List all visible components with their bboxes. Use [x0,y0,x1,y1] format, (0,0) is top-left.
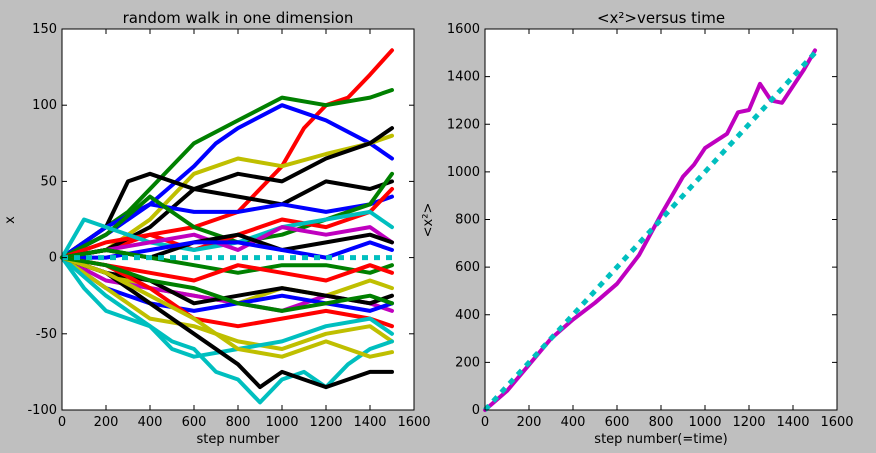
left-xtick-label-1: 200 [94,415,119,430]
right-ytick-label-1: 200 [455,355,480,370]
right-ytick-label-4: 800 [455,213,480,228]
left-plot-ticks-group: 0 200 400 600 800 1000 1200 1400 1600 -100 -50 0 50 1… [27,22,430,430]
left-xtick-label-3: 600 [182,415,207,430]
right-xtick-label-8: 1600 [820,415,853,430]
left-ytick-label-2: 0 [49,251,57,266]
right-plot-ylabel: <x²> [421,203,436,238]
left-xtick-label-5: 1000 [265,415,298,430]
left-ytick-label-3: 50 [40,174,57,189]
right-plot-title: <x²>versus time [597,9,725,27]
left-series-line-2 [60,103,394,260]
left-series-line-5 [60,171,394,260]
left-series-line-9 [60,209,394,260]
left-series-line-12 [60,240,394,260]
right-xtick-label-2: 400 [561,415,586,430]
left-series-line-23 [60,255,394,390]
right-plot-series-group [483,48,817,412]
left-series-line-21 [60,255,394,405]
left-xtick-label-4: 800 [226,415,251,430]
right-xtick-label-6: 1200 [732,415,765,430]
left-ytick-label-4: 100 [32,98,57,113]
left-series-line-25 [60,255,394,313]
left-ytick-label-0: -100 [27,403,57,418]
right-series-line-0 [483,48,817,412]
right-series-line-1 [483,51,817,412]
right-plot-xlabel: step number(=time) [594,432,727,447]
right-ytick-label-0: 0 [472,403,480,418]
left-series-line-24 [60,255,394,359]
left-series-line-17 [60,255,394,306]
left-series-line-19 [60,255,394,329]
right-ytick-label-3: 600 [455,260,480,275]
right-ytick-label-2: 400 [455,308,480,323]
left-plot-xlabel: step number [197,432,281,447]
right-ytick-label-8: 1600 [447,22,480,37]
left-xtick-label-0: 0 [58,415,66,430]
right-xtick-label-4: 800 [649,415,674,430]
left-plot-series-group [60,48,394,405]
left-ytick-label-5: 150 [32,22,57,37]
left-xtick-label-8: 1600 [397,415,430,430]
right-xtick-label-1: 200 [517,415,542,430]
left-plot-frame [61,28,415,411]
right-ytick-label-5: 1000 [447,165,480,180]
left-plot: 0 200 400 600 800 1000 1200 1400 1600 -100 -50 0 50 1… [3,9,431,447]
left-series-line-22 [60,255,394,359]
right-ytick-label-6: 1200 [447,117,480,132]
left-ytick-label-1: -50 [36,327,57,342]
right-xtick-label-3: 600 [605,415,630,430]
right-xtick-label-5: 1000 [688,415,721,430]
right-plot-frame [484,28,838,411]
right-xtick-label-7: 1400 [776,415,809,430]
right-ytick-label-7: 1400 [447,70,480,85]
left-xtick-label-2: 400 [138,415,163,430]
left-series-line-4 [60,126,394,260]
right-xtick-label-0: 0 [481,415,489,430]
left-plot-ylabel: x [3,216,18,224]
left-series-line-20 [60,255,394,351]
right-plot: 0 200 400 600 800 1000 1200 1400 1600 0 200 400 600 8… [421,9,854,447]
left-plot-title: random walk in one dimension [123,9,354,27]
right-plot-ticks-group: 0 200 400 600 800 1000 1200 1400 1600 0 200 400 600 8… [447,22,854,430]
left-series-line-10 [60,225,394,260]
left-xtick-label-7: 1400 [353,415,386,430]
left-series-line-14 [60,255,394,283]
left-xtick-label-6: 1200 [309,415,342,430]
